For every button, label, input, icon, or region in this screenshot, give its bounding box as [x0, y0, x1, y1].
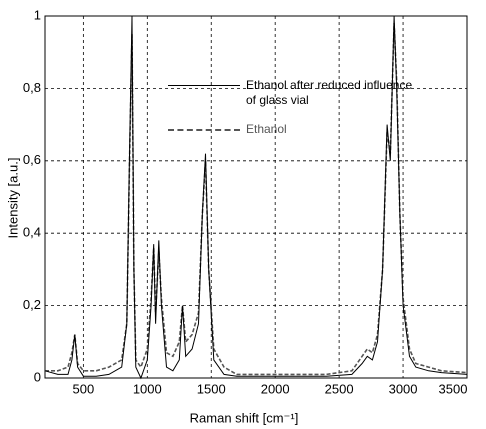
x-tick-label: 3500	[439, 381, 468, 396]
legend-swatch	[168, 129, 240, 131]
x-tick-label: 2500	[325, 381, 354, 396]
x-tick-label: 2000	[261, 381, 290, 396]
x-tick-label: 3000	[389, 381, 418, 396]
legend-label: Ethanol	[246, 122, 287, 136]
x-axis-label: Raman shift [cm⁻¹]	[190, 410, 299, 425]
series-line	[44, 15, 468, 380]
y-tick-label: 0,4	[23, 225, 41, 240]
series-line	[45, 23, 468, 376]
legend-swatch	[168, 85, 240, 86]
legend-entry: Ethanol	[168, 122, 416, 137]
x-tick-label: 1500	[197, 381, 226, 396]
y-tick-label: 0,8	[23, 80, 41, 95]
x-tick-label: 500	[73, 381, 95, 396]
y-tick-label: 0,6	[23, 152, 41, 167]
y-tick-label: 0	[34, 369, 41, 384]
plot-frame	[44, 15, 468, 379]
legend-entry: Ethanol after reduced influence of glass…	[168, 78, 416, 108]
y-axis-label: Intensity [a.u.]	[5, 158, 20, 239]
y-tick-label: 0,2	[23, 297, 41, 312]
x-tick-label: 1000	[133, 381, 162, 396]
legend-label: Ethanol after reduced influence of glass…	[246, 78, 413, 107]
y-tick-label: 1	[34, 7, 41, 22]
